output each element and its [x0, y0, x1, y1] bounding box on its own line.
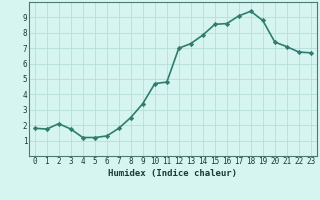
- X-axis label: Humidex (Indice chaleur): Humidex (Indice chaleur): [108, 169, 237, 178]
